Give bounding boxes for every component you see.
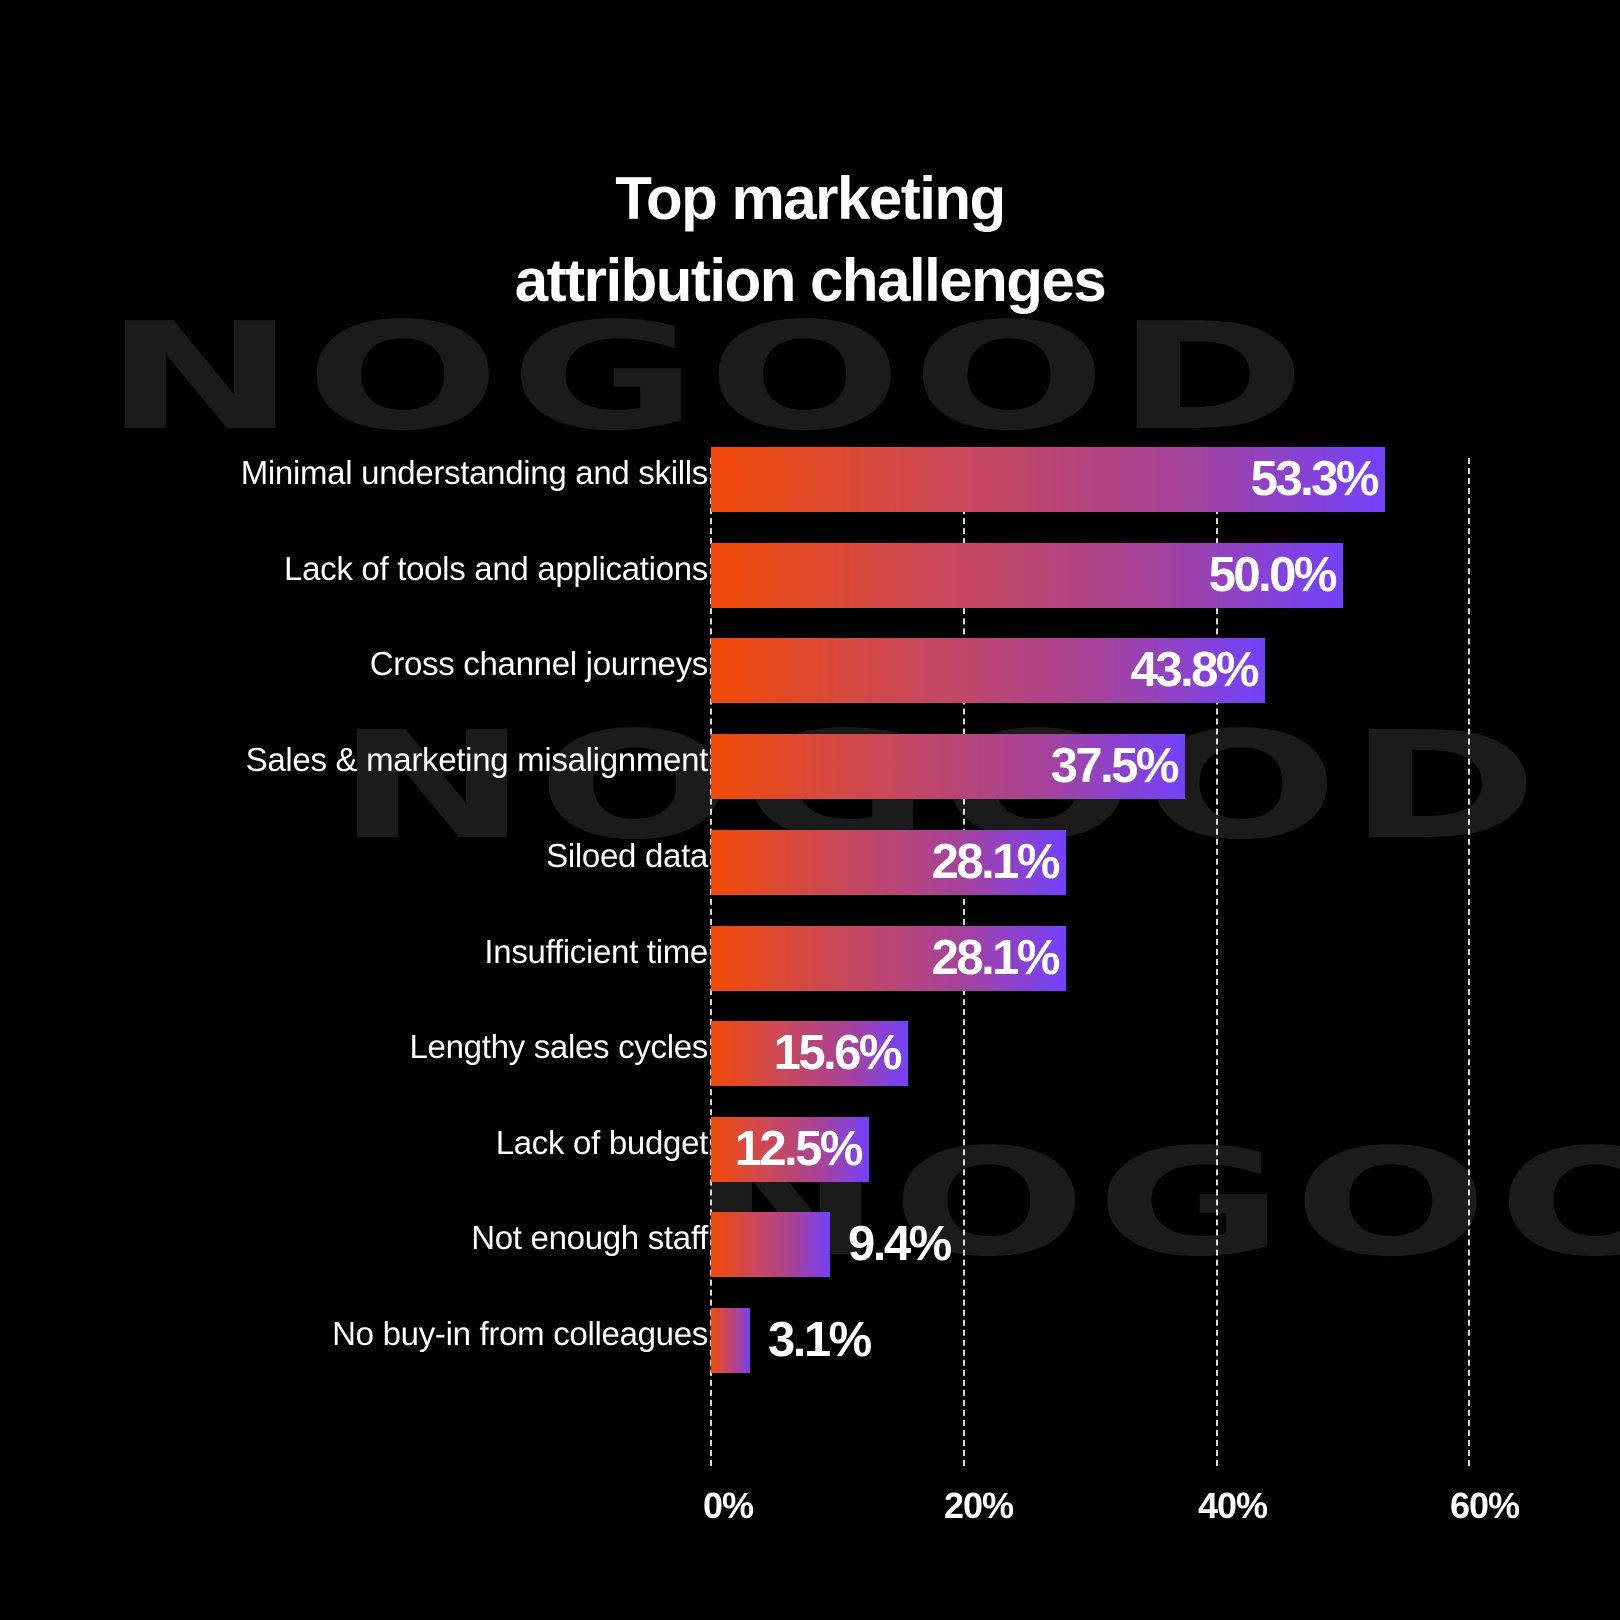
chart-title-line2: attribution challenges: [514, 247, 1107, 314]
bar-category-label: Sales & marketing misalignment: [245, 741, 709, 778]
bar-category-label: Lack of tools and applications: [284, 550, 708, 587]
chart-title-line1: Top marketing: [615, 165, 1006, 232]
x-tick-label: 40%: [1198, 1485, 1268, 1526]
bar-category-label: Lack of budget: [495, 1124, 709, 1161]
bar-value-label: 12.5%: [734, 1122, 864, 1176]
chart-title: Top marketing attribution challenges: [0, 158, 1620, 322]
x-tick-label: 0%: [703, 1485, 754, 1526]
bar-value-label: 9.4%: [848, 1217, 952, 1271]
bar-value-label: 3.1%: [768, 1313, 872, 1367]
bar: 28.1%: [711, 926, 1066, 991]
bar-category-label: Not enough staff: [471, 1219, 708, 1256]
bar-value-label: 37.5%: [1050, 739, 1180, 793]
gridline-60: [1468, 458, 1470, 1466]
bar: 28.1%: [711, 830, 1066, 895]
watermark-logo: NOGOOD: [104, 291, 1316, 463]
bar-category-label: Lengthy sales cycles: [409, 1028, 709, 1065]
bar-category-label: Siloed data: [546, 837, 708, 874]
bar-value-label: 43.8%: [1130, 643, 1260, 697]
bar-value-label: 28.1%: [931, 835, 1061, 889]
bar: 50.0%: [711, 543, 1343, 608]
bar-category-label: No buy-in from colleagues: [332, 1315, 708, 1352]
bar: 53.3%: [711, 447, 1385, 512]
x-tick-label: 60%: [1450, 1485, 1520, 1526]
bar: [711, 1212, 830, 1277]
bar: 15.6%: [711, 1021, 908, 1086]
bar: 43.8%: [711, 638, 1265, 703]
bar: [711, 1308, 750, 1373]
x-tick-label: 20%: [944, 1485, 1014, 1526]
bar-category-label: Insufficient time: [484, 933, 708, 970]
bar-value-label: 53.3%: [1250, 452, 1380, 506]
bar-value-label: 50.0%: [1208, 548, 1338, 602]
bar-value-label: 15.6%: [773, 1026, 903, 1080]
bar: 37.5%: [711, 734, 1185, 799]
bar-value-label: 28.1%: [931, 931, 1061, 985]
bar-category-label: Minimal understanding and skills: [240, 454, 709, 491]
bar: 12.5%: [711, 1117, 869, 1182]
bar-category-label: Cross channel journeys: [369, 645, 709, 682]
gridline-40: [1216, 458, 1218, 1466]
